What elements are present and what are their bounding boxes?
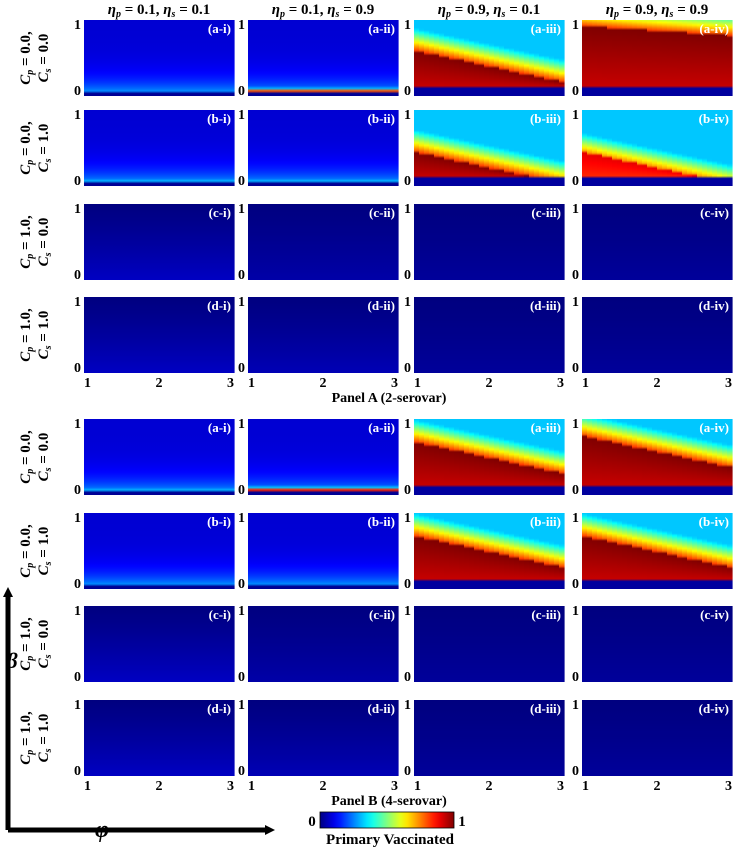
heatmap-figure: (a-i)10(a-ii)10(a-iii)10(a-iv)10Cp = 0.0… bbox=[0, 0, 743, 849]
